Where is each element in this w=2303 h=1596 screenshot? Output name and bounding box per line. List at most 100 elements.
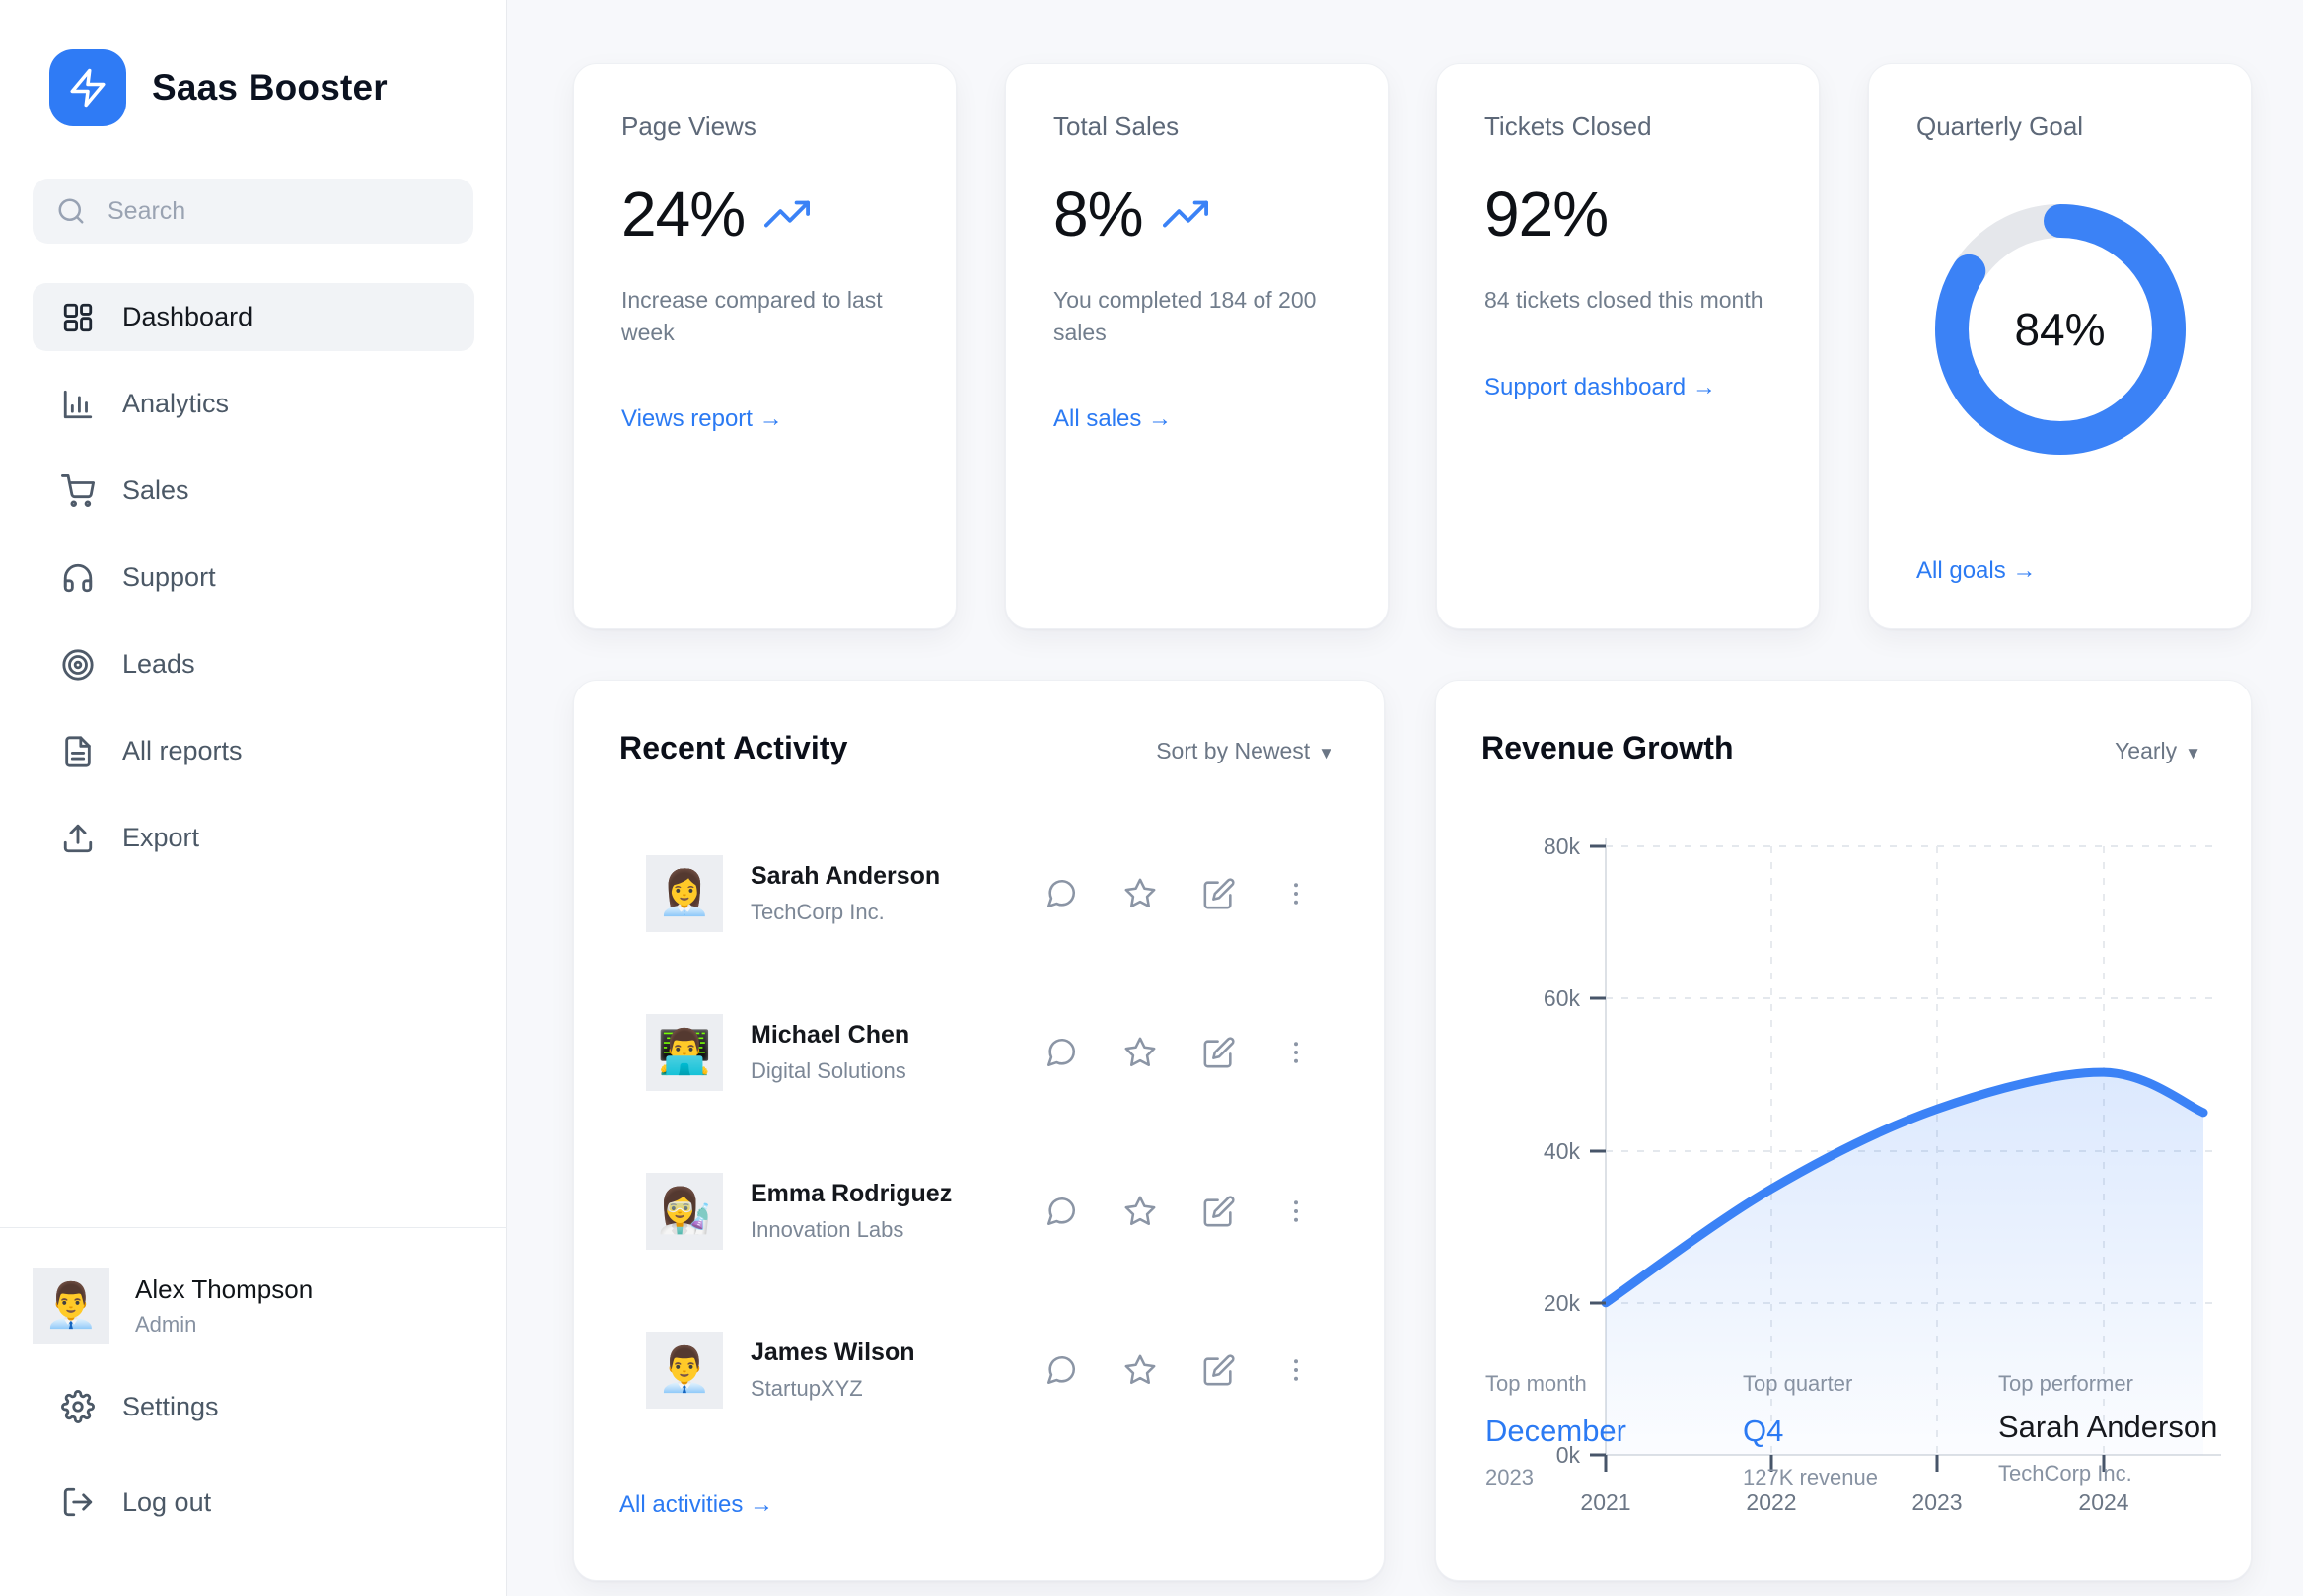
stat-description: You completed 184 of 200 sales: [1053, 287, 1317, 345]
settings-label: Settings: [122, 1391, 219, 1421]
upload-icon: [60, 822, 96, 855]
comment-icon[interactable]: [1044, 1036, 1078, 1069]
edit-icon[interactable]: [1202, 877, 1236, 910]
contact-name: Emma Rodriguez: [751, 1180, 953, 1207]
star-icon[interactable]: [1123, 877, 1157, 910]
x-tick-label: 2023: [1911, 1489, 1962, 1515]
stat-description: Increase compared to last week: [621, 287, 883, 345]
panel-title: Revenue Growth: [1481, 730, 1734, 765]
top-month-stat: Top month December 2023: [1485, 1371, 1626, 1490]
x-tick-label: 2021: [1580, 1489, 1630, 1515]
range-dropdown[interactable]: Yearly ▼: [2115, 738, 2201, 764]
contact-company: StartupXYZ: [751, 1376, 863, 1401]
avatar: 👩‍💼: [646, 855, 723, 932]
gear-icon: [60, 1390, 96, 1423]
stat-card-total-sales: Total Sales 8% You completed 184 of 200 …: [1005, 63, 1389, 629]
stat-card-tickets-closed: Tickets Closed 92% 84 tickets closed thi…: [1436, 63, 1820, 629]
y-tick-label: 40k: [1544, 1138, 1581, 1164]
views-report-link[interactable]: Views report →: [621, 405, 783, 433]
sidebar-item-sales[interactable]: Sales: [33, 457, 474, 525]
stat-value: 92%: [1484, 179, 1609, 250]
edit-icon[interactable]: [1202, 1353, 1236, 1387]
target-icon: [60, 648, 96, 682]
sidebar-item-dashboard[interactable]: Dashboard: [33, 283, 474, 351]
stat-value: 24%: [621, 179, 746, 250]
x-tick-label: 2024: [2078, 1489, 2128, 1515]
all-goals-link[interactable]: All goals →: [1916, 557, 2037, 584]
activity-row: 👨‍💻 Michael Chen Digital Solutions: [646, 1014, 1334, 1091]
search-input[interactable]: [108, 196, 450, 226]
search-icon: [56, 196, 86, 226]
sidebar-item-support[interactable]: Support: [33, 544, 474, 612]
support-dashboard-link[interactable]: Support dashboard →: [1484, 373, 1716, 400]
stat-title: Page Views: [621, 111, 756, 141]
panel-title: Recent Activity: [619, 730, 848, 765]
more-vertical-icon[interactable]: [1281, 1355, 1311, 1385]
trending-up-icon: [1162, 191, 1208, 237]
goal-percent-label: 84%: [2014, 304, 2106, 355]
headphones-icon: [60, 561, 96, 595]
dashboard-grid-icon: [60, 301, 96, 334]
file-text-icon: [60, 735, 96, 768]
recent-activity-panel: Recent Activity Sort by Newest ▼ 👩‍💼 Sara…: [573, 680, 1385, 1581]
edit-icon[interactable]: [1202, 1036, 1236, 1069]
avatar: 👨‍💻: [646, 1014, 723, 1091]
y-tick-label: 20k: [1544, 1290, 1581, 1316]
sidebar-item-leads[interactable]: Leads: [33, 630, 474, 698]
user-avatar-emoji: 👨‍💼: [43, 1281, 99, 1330]
chevron-down-icon: ▼: [2185, 744, 2201, 762]
goal-donut-chart: 84%: [1922, 191, 2198, 468]
sort-dropdown[interactable]: Sort by Newest ▼: [1156, 738, 1334, 764]
avatar: 👩‍🔬: [646, 1173, 723, 1250]
more-vertical-icon[interactable]: [1281, 879, 1311, 908]
stat-label: Top month: [1485, 1371, 1587, 1396]
activity-row: 👩‍💼 Sarah Anderson TechCorp Inc.: [646, 855, 1334, 932]
sidebar: Saas Booster Dashboard Analytics Sales: [0, 0, 507, 1596]
star-icon[interactable]: [1123, 1195, 1157, 1228]
all-sales-link[interactable]: All sales →: [1053, 405, 1173, 433]
user-name: Alex Thompson: [135, 1274, 314, 1304]
contact-company: Innovation Labs: [751, 1217, 904, 1242]
main-content: Page Views 24% Increase compared to last…: [507, 0, 2303, 1596]
comment-icon[interactable]: [1044, 877, 1078, 910]
sidebar-nav: Dashboard Analytics Sales Support Leads: [33, 283, 474, 891]
comment-icon[interactable]: [1044, 1195, 1078, 1228]
more-vertical-icon[interactable]: [1281, 1038, 1311, 1067]
logout-label: Log out: [122, 1487, 212, 1517]
sidebar-item-export[interactable]: Export: [33, 804, 474, 872]
all-activities-link[interactable]: All activities →: [619, 1491, 774, 1518]
sidebar-item-analytics[interactable]: Analytics: [33, 370, 474, 438]
x-tick-label: 2022: [1746, 1489, 1796, 1515]
top-quarter-stat: Top quarter Q4 127K revenue: [1743, 1371, 1878, 1490]
app-title: Saas Booster: [152, 67, 388, 108]
sidebar-item-label: Export: [122, 823, 200, 852]
sidebar-item-all-reports[interactable]: All reports: [33, 717, 474, 785]
lightning-logo-icon: [49, 49, 126, 126]
stat-title: Tickets Closed: [1484, 111, 1652, 141]
user-profile[interactable]: 👨‍💼 Alex Thompson Admin: [33, 1268, 313, 1344]
stat-value: Sarah Anderson: [1998, 1410, 2218, 1444]
sidebar-item-label: Leads: [122, 649, 195, 679]
stat-title: Quarterly Goal: [1916, 111, 2084, 141]
search-box[interactable]: [33, 179, 473, 244]
stat-card-page-views: Page Views 24% Increase compared to last…: [573, 63, 957, 629]
stat-description: 84 tickets closed this month: [1484, 287, 1763, 313]
stat-title: Total Sales: [1053, 111, 1180, 141]
stat-sub: 127K revenue: [1743, 1464, 1878, 1489]
star-icon[interactable]: [1123, 1036, 1157, 1069]
y-tick-label: 80k: [1544, 834, 1581, 859]
star-icon[interactable]: [1123, 1353, 1157, 1387]
contact-name: James Wilson: [751, 1339, 915, 1366]
edit-icon[interactable]: [1202, 1195, 1236, 1228]
y-tick-label: 60k: [1544, 985, 1581, 1011]
avatar-emoji: 👨‍💻: [657, 1028, 712, 1076]
stat-label: Top performer: [1998, 1371, 2133, 1396]
stat-value: Q4: [1743, 1414, 1784, 1448]
comment-icon[interactable]: [1044, 1353, 1078, 1387]
logout-button[interactable]: Log out: [33, 1471, 239, 1534]
more-vertical-icon[interactable]: [1281, 1197, 1311, 1226]
contact-name: Michael Chen: [751, 1021, 910, 1049]
app-logo: Saas Booster: [49, 49, 388, 126]
stat-card-quarterly-goal: Quarterly Goal 84% All goals →: [1868, 63, 2252, 629]
settings-button[interactable]: Settings: [33, 1375, 247, 1438]
